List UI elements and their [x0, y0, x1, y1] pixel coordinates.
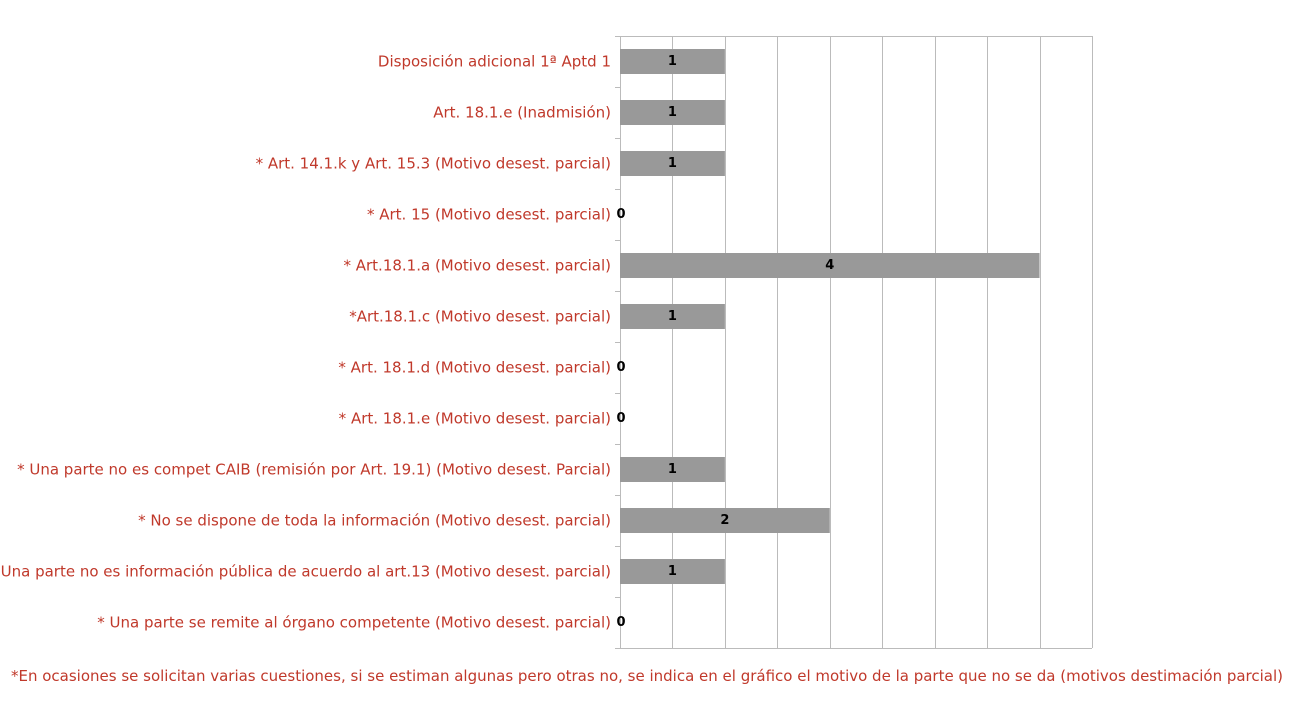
- data-label: 1: [668, 54, 677, 69]
- data-label: 1: [668, 156, 677, 171]
- category-label: * Art. 18.1.d (Motivo desest. parcial): [338, 359, 611, 377]
- data-label: 1: [668, 564, 677, 579]
- category-label: *Art.18.1.c (Motivo desest. parcial): [349, 308, 611, 326]
- chart-footnote: *En ocasiones se solicitan varias cuesti…: [10, 667, 1284, 685]
- data-label: 2: [720, 513, 729, 528]
- category-label: * Una parte se remite al órgano competen…: [97, 614, 611, 632]
- category-label: * Una parte no es compet CAIB (remisión …: [17, 461, 611, 479]
- category-label: * Art. 14.1.k y Art. 15.3 (Motivo desest…: [256, 155, 611, 173]
- bar: [620, 49, 725, 74]
- bar: [620, 304, 725, 329]
- data-labels: 1 1 1 0 4 1 0 0 1 2 1 0: [616, 54, 834, 630]
- data-label: 4: [825, 258, 834, 273]
- bar: [620, 253, 1040, 278]
- grid-lines: [615, 36, 1093, 649]
- data-label: 1: [668, 309, 677, 324]
- bar-chart: Disposición adicional 1ª Aptd 1 Art. 18.1…: [0, 36, 1093, 649]
- category-labels: Disposición adicional 1ª Aptd 1 Art. 18.1…: [0, 53, 611, 632]
- data-label: 1: [668, 105, 677, 120]
- category-label: * Art. 15 (Motivo desest. parcial): [367, 206, 611, 224]
- data-label: 0: [616, 207, 625, 222]
- category-label: Disposición adicional 1ª Aptd 1: [378, 53, 611, 71]
- bar: [620, 100, 725, 125]
- category-label: * No se dispone de toda la información (…: [138, 512, 611, 530]
- bar: [620, 508, 830, 533]
- category-label: * Art. 18.1.e (Motivo desest. parcial): [339, 410, 611, 428]
- data-label: 1: [668, 462, 677, 477]
- data-label: 0: [616, 360, 625, 375]
- category-label: * Una parte no es información pública de…: [0, 563, 611, 581]
- bar: [620, 151, 725, 176]
- bar: [620, 559, 725, 584]
- bar: [620, 457, 725, 482]
- category-label: * Art.18.1.a (Motivo desest. parcial): [343, 257, 611, 275]
- category-label: Art. 18.1.e (Inadmisión): [433, 104, 611, 122]
- data-label: 0: [616, 411, 625, 426]
- bars: [620, 49, 1040, 584]
- data-label: 0: [616, 615, 625, 630]
